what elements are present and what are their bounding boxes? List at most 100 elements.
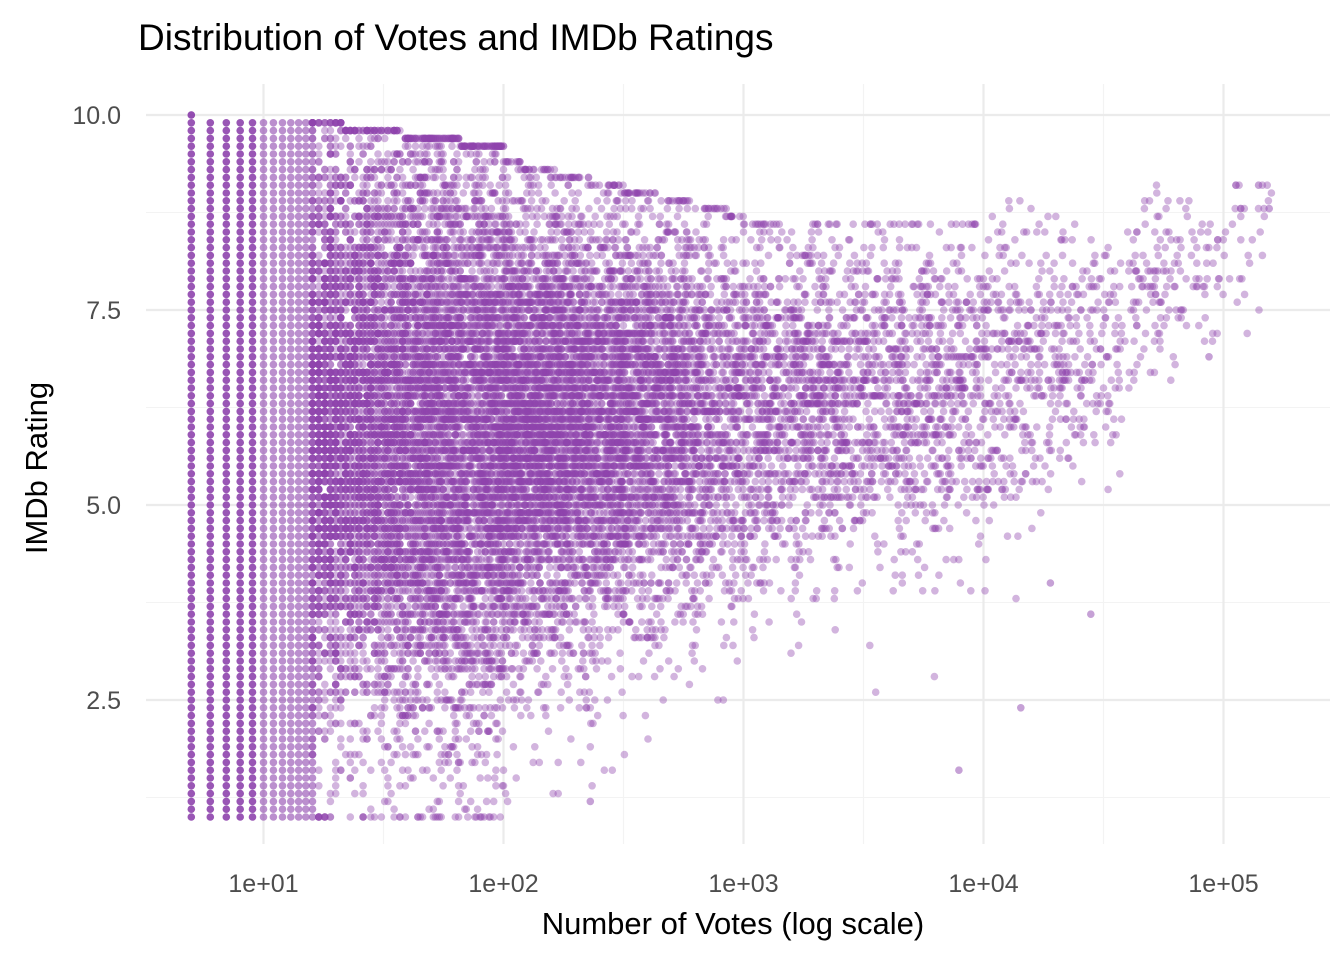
data-point [529, 516, 537, 525]
data-point [302, 204, 310, 213]
data-point [287, 446, 295, 455]
data-point [236, 750, 244, 759]
data-point [302, 134, 310, 143]
data-point [236, 423, 244, 431]
data-point [794, 641, 803, 650]
data-point [600, 571, 609, 579]
data-point [269, 165, 278, 174]
data-point [479, 485, 487, 494]
data-point [222, 353, 231, 361]
data-point [269, 376, 278, 385]
data-point [302, 142, 310, 150]
data-point [248, 150, 257, 158]
data-point [555, 298, 563, 307]
data-point [294, 259, 303, 268]
data-point [259, 641, 268, 650]
data-point [259, 516, 268, 525]
data-point [259, 657, 268, 665]
data-point [278, 407, 287, 416]
data-point [259, 485, 268, 494]
data-point [302, 173, 310, 182]
data-point [860, 243, 868, 252]
data-point [1046, 399, 1055, 408]
data-point [433, 524, 442, 533]
data-point [206, 540, 215, 548]
data-point [294, 485, 303, 494]
data-point [865, 415, 874, 424]
data-point [259, 672, 268, 681]
data-point [278, 337, 287, 346]
data-point [248, 197, 257, 205]
data-point [690, 415, 698, 424]
data-point [206, 813, 215, 821]
data-point [206, 236, 215, 244]
data-point [435, 735, 444, 743]
data-point [248, 563, 257, 572]
data-point [571, 446, 580, 455]
data-point [259, 711, 268, 720]
data-point [331, 782, 340, 790]
data-point [236, 719, 244, 728]
data-point [302, 672, 310, 681]
data-point [764, 251, 773, 260]
data-point [294, 407, 303, 416]
data-point [222, 540, 231, 548]
data-point [302, 641, 310, 650]
data-point [278, 142, 287, 150]
data-point [187, 243, 196, 252]
data-point [898, 579, 907, 587]
data-point [662, 368, 670, 377]
data-point [287, 251, 295, 260]
data-point [1056, 392, 1064, 400]
data-point [248, 236, 257, 244]
data-point [308, 220, 317, 228]
data-point [786, 415, 795, 424]
data-point [287, 392, 295, 400]
data-point [464, 813, 472, 821]
data-point [206, 454, 215, 463]
data-point [269, 337, 278, 346]
data-point [390, 438, 398, 447]
data-point [516, 509, 524, 517]
data-point [236, 446, 244, 455]
data-point [308, 493, 317, 502]
data-point [248, 680, 257, 689]
data-point [308, 119, 317, 127]
data-point [278, 345, 287, 353]
data-point [657, 197, 665, 205]
data-point [236, 696, 244, 704]
data-point [187, 805, 196, 813]
data-point [287, 345, 295, 353]
data-point [269, 782, 278, 790]
data-point [287, 438, 295, 447]
data-point [302, 267, 310, 275]
data-point [278, 633, 287, 642]
data-points [187, 111, 1276, 821]
data-point [259, 306, 268, 314]
data-point [308, 610, 317, 618]
data-point [796, 477, 805, 486]
data-point [187, 376, 196, 385]
data-point [302, 415, 310, 424]
data-point [715, 314, 723, 322]
data-point [302, 189, 310, 197]
data-point [248, 782, 257, 790]
data-point [248, 672, 257, 681]
data-point [287, 407, 295, 416]
data-point [236, 415, 244, 424]
data-point [294, 743, 303, 751]
data-point [259, 399, 268, 408]
data-point [248, 477, 257, 486]
data-point [601, 462, 609, 470]
data-point [308, 267, 317, 275]
data-point [278, 134, 287, 143]
data-point [346, 415, 355, 424]
data-point [269, 119, 278, 127]
data-point [259, 610, 268, 618]
data-point [206, 633, 215, 642]
data-point [461, 142, 469, 150]
data-point [287, 290, 295, 299]
data-point [187, 641, 196, 650]
data-point [259, 119, 268, 127]
data-point [259, 204, 268, 213]
